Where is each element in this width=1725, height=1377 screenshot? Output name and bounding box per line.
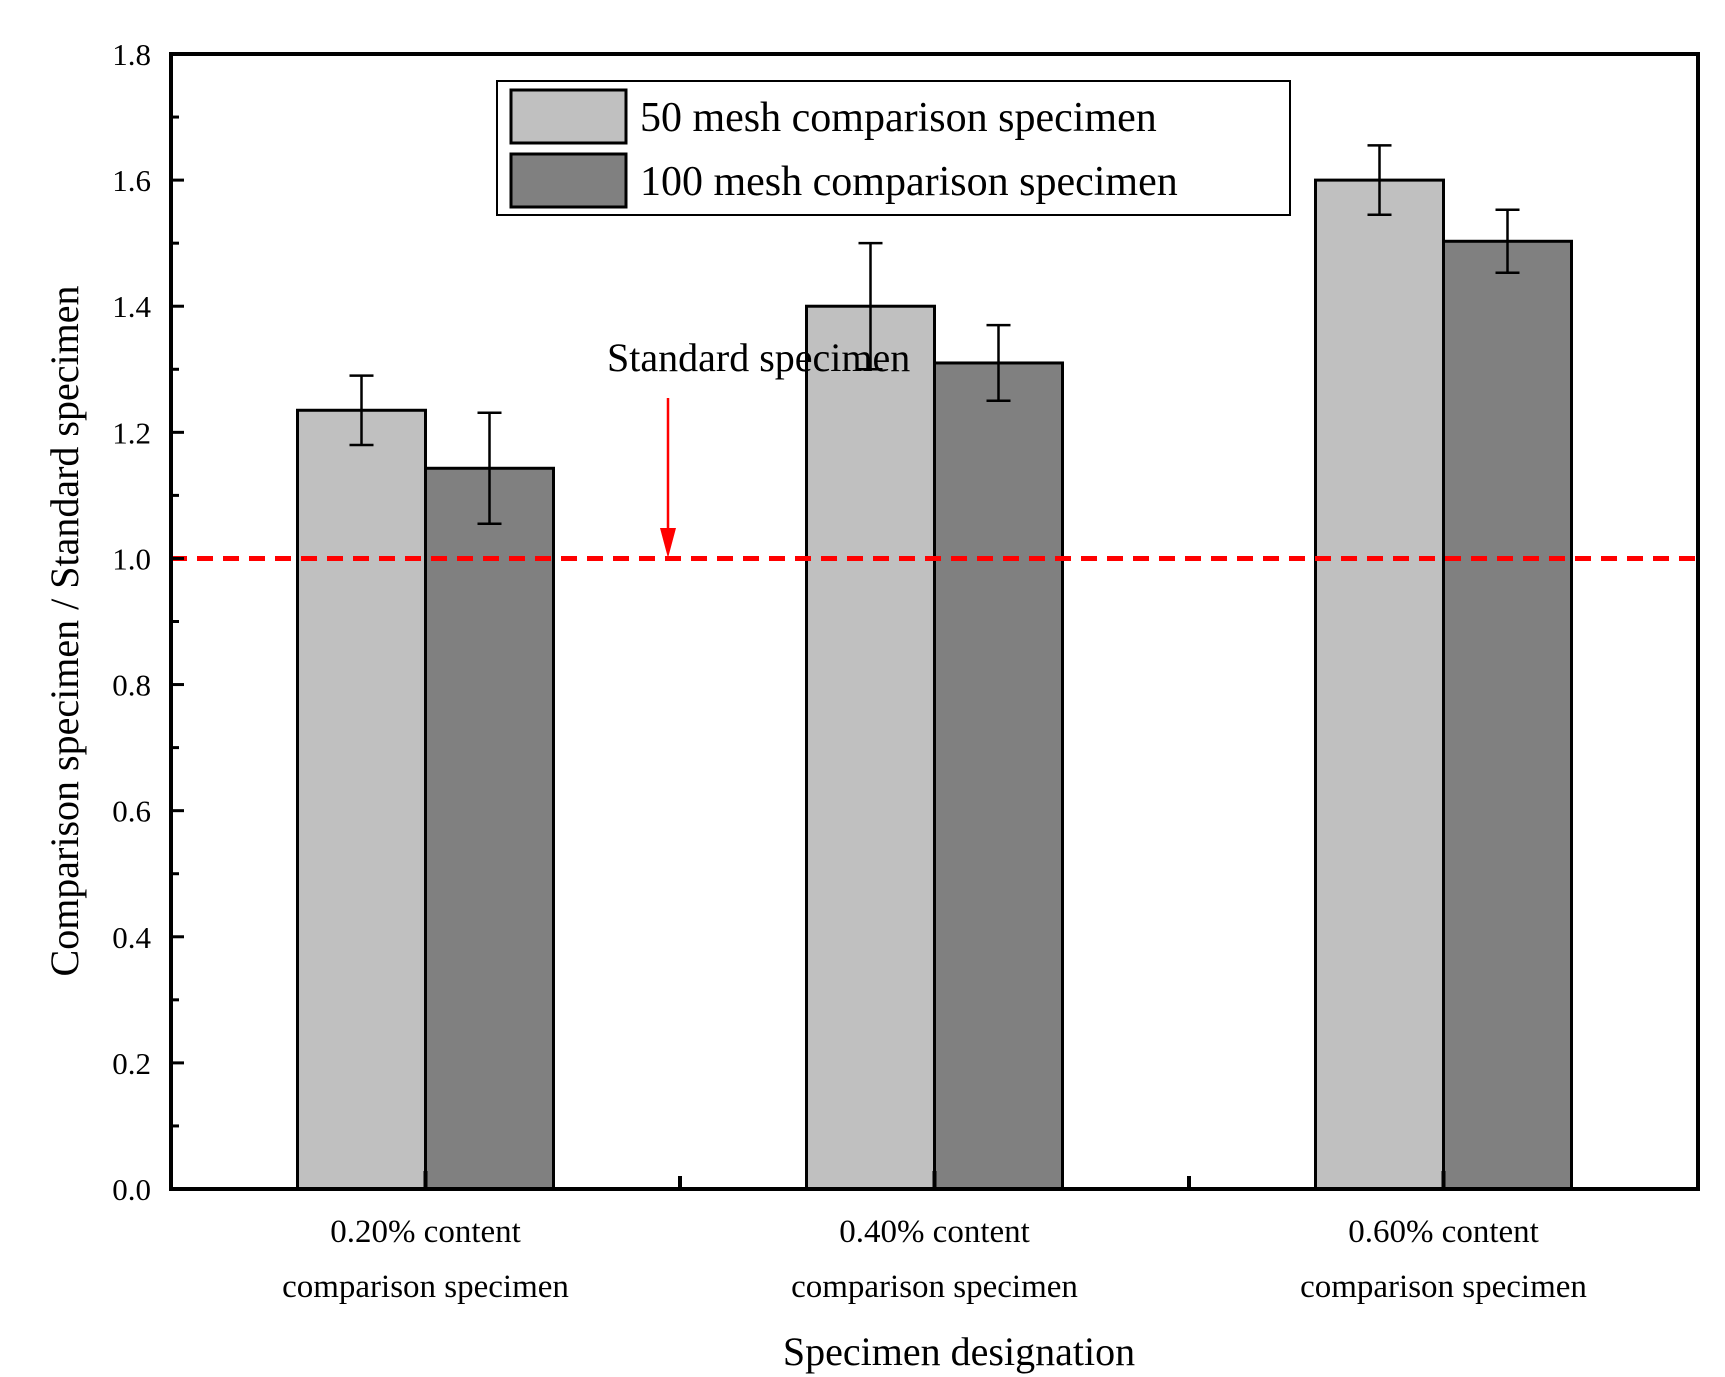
x-axis: 0.20% content comparison specimen 0.40% co…: [282, 1171, 1587, 1305]
bar-100-mesh-2: [933, 361, 1064, 1191]
error-bar-50-mesh-3: [1367, 144, 1392, 217]
y-tick-label: 1.8: [112, 37, 151, 72]
annotation-arrow-head: [660, 528, 676, 558]
error-bar-100-mesh-2: [986, 323, 1011, 403]
legend-swatch-50-mesh: [509, 88, 628, 145]
x-tick-label: comparison specimen: [282, 1269, 569, 1305]
error-bar-100-mesh-1: [477, 411, 502, 526]
y-tick-label: 0.0: [112, 1172, 151, 1207]
x-tick-label: comparison specimen: [791, 1269, 1078, 1305]
reference-line-layer: Standard specimen: [171, 335, 1698, 561]
y-axis-title: Comparison specimen / Standard specimen: [42, 286, 87, 977]
y-tick-label: 1.4: [112, 289, 151, 324]
bar-50-mesh-1: [296, 408, 427, 1191]
bar-50-mesh-3: [1314, 178, 1445, 1191]
x-tick-label: 0.60% content: [1348, 1214, 1539, 1250]
bar-50-mesh-2: [805, 304, 936, 1191]
y-tick-label: 0.4: [112, 920, 151, 955]
x-tick-label: 0.40% content: [839, 1214, 1030, 1250]
legend-swatch-100-mesh: [509, 152, 628, 209]
y-axis: 0.0 0.2 0.4 0.6 0.8 1.0 1.2 1.4 1.6 1.8: [112, 37, 184, 1207]
x-tick-label: comparison specimen: [1300, 1269, 1587, 1305]
y-tick-label: 0.6: [112, 794, 151, 829]
y-tick-label: 0.8: [112, 668, 151, 703]
error-bars-layer: [349, 144, 1520, 526]
error-bar-50-mesh-1: [349, 374, 374, 447]
x-axis-title: Specimen designation: [783, 1329, 1135, 1374]
y-tick-label: 1.2: [112, 415, 151, 450]
y-tick-label: 0.2: [112, 1046, 151, 1081]
legend-box: [496, 80, 1291, 216]
bars-layer: [296, 178, 1573, 1191]
error-bar-100-mesh-3: [1495, 208, 1520, 275]
legend-label-100-mesh: 100 mesh comparison specimen: [640, 159, 1178, 205]
bar-100-mesh-3: [1442, 239, 1573, 1191]
error-bar-50-mesh-2: [858, 241, 883, 371]
x-tick-label: 0.20% content: [330, 1214, 521, 1250]
y-tick-label: 1.0: [112, 541, 151, 576]
legend-label-50-mesh: 50 mesh comparison specimen: [640, 95, 1157, 141]
bar-100-mesh-1: [424, 466, 555, 1191]
legend: 50 mesh comparison specimen 100 mesh comp…: [496, 80, 1291, 216]
standard-specimen-label: Standard specimen: [607, 335, 910, 380]
y-tick-label: 1.6: [112, 163, 151, 198]
